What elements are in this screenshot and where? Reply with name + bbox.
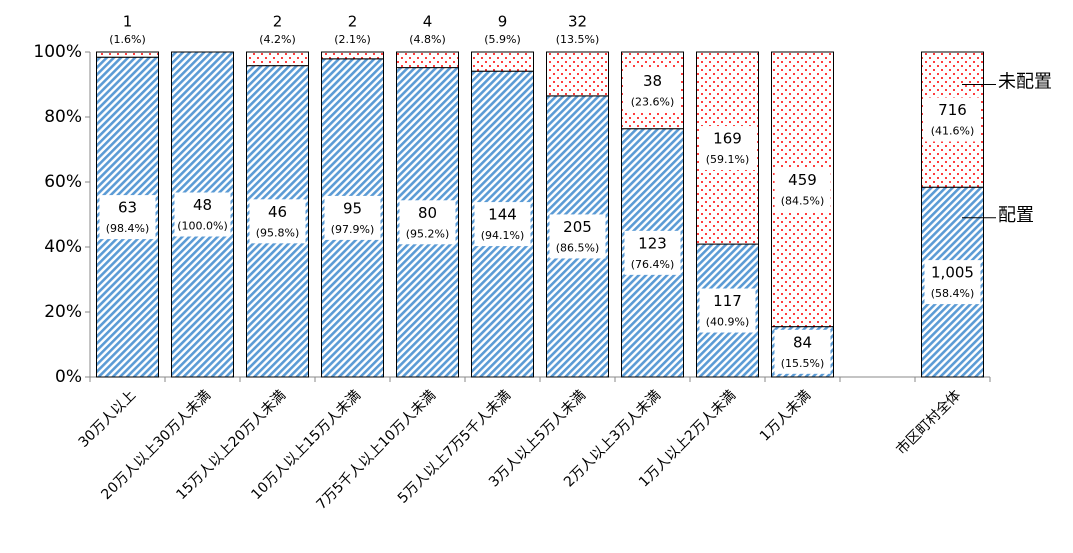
value-label: (15.5%) bbox=[781, 357, 825, 370]
label-box bbox=[174, 192, 231, 237]
value-label: (1.6%) bbox=[109, 33, 146, 46]
count-label: 123 bbox=[638, 234, 667, 252]
y-tick-label: 100% bbox=[33, 42, 82, 62]
label-box bbox=[249, 199, 306, 244]
bar-segment bbox=[546, 51, 609, 97]
value-label: (41.6%) bbox=[931, 125, 975, 138]
value-label: (13.5%) bbox=[556, 33, 600, 46]
count-label: 32 bbox=[568, 13, 587, 31]
y-tick-label: 0% bbox=[55, 367, 82, 387]
legend-label: 配置 bbox=[998, 205, 1034, 226]
count-label: 63 bbox=[118, 199, 137, 217]
value-label: (4.2%) bbox=[259, 33, 296, 46]
count-label: 716 bbox=[938, 101, 967, 119]
label-box bbox=[324, 195, 381, 240]
x-tick-label: 7万5千人以上10万人未満 bbox=[314, 387, 440, 513]
label-box bbox=[924, 260, 981, 305]
label-box bbox=[774, 167, 831, 212]
value-label: (97.9%) bbox=[331, 223, 375, 236]
label-box bbox=[774, 329, 831, 374]
count-label: 38 bbox=[643, 72, 662, 90]
count-label: 1 bbox=[123, 13, 133, 31]
bar-segment bbox=[396, 51, 459, 69]
count-label: 205 bbox=[563, 218, 592, 236]
y-tick-label: 40% bbox=[44, 237, 82, 257]
value-label: (58.4%) bbox=[931, 287, 975, 300]
x-tick-label: 1万人未満 bbox=[757, 387, 814, 444]
label-box bbox=[624, 230, 681, 275]
bar-segment bbox=[321, 51, 384, 60]
value-label: (76.4%) bbox=[631, 258, 675, 271]
count-label: 144 bbox=[488, 206, 517, 224]
label-box bbox=[699, 126, 756, 171]
value-label: (86.5%) bbox=[556, 241, 600, 254]
count-label: 459 bbox=[788, 171, 817, 189]
value-label: (40.9%) bbox=[706, 316, 750, 329]
label-box bbox=[699, 288, 756, 333]
bar-segment bbox=[246, 51, 309, 67]
legend-label: 未配置 bbox=[998, 72, 1052, 93]
count-label: 4 bbox=[423, 13, 433, 31]
bar-segment bbox=[96, 51, 159, 58]
label-box bbox=[624, 68, 681, 113]
bar-segment bbox=[471, 51, 534, 72]
value-label: (59.1%) bbox=[706, 153, 750, 166]
label-box bbox=[924, 97, 981, 142]
count-label: 80 bbox=[418, 204, 437, 222]
count-label: 117 bbox=[713, 292, 742, 310]
label-box bbox=[99, 195, 156, 240]
count-label: 48 bbox=[193, 196, 212, 214]
label-box bbox=[549, 214, 606, 259]
label-box bbox=[399, 200, 456, 245]
value-label: (95.2%) bbox=[406, 227, 450, 240]
count-label: 2 bbox=[273, 13, 283, 31]
count-label: 2 bbox=[348, 13, 358, 31]
count-label: 46 bbox=[268, 203, 287, 221]
count-label: 84 bbox=[793, 333, 812, 351]
y-tick-label: 20% bbox=[44, 302, 82, 322]
x-tick-label: 30万人以上 bbox=[76, 387, 140, 451]
value-label: (23.6%) bbox=[631, 95, 675, 108]
count-label: 95 bbox=[343, 199, 362, 217]
value-label: (95.8%) bbox=[256, 226, 300, 239]
x-tick-label: 市区町村全体 bbox=[893, 387, 964, 458]
count-label: 1,005 bbox=[931, 264, 974, 282]
value-label: (5.9%) bbox=[484, 33, 521, 46]
value-label: (84.5%) bbox=[781, 194, 825, 207]
value-label: (100.0%) bbox=[177, 220, 228, 233]
y-tick-label: 80% bbox=[44, 107, 82, 127]
value-label: (98.4%) bbox=[106, 222, 150, 235]
y-tick-label: 60% bbox=[44, 172, 82, 192]
value-label: (4.8%) bbox=[409, 33, 446, 46]
label-box bbox=[474, 202, 531, 247]
value-label: (2.1%) bbox=[334, 33, 371, 46]
count-label: 9 bbox=[498, 13, 508, 31]
count-label: 169 bbox=[713, 130, 742, 148]
value-label: (94.1%) bbox=[481, 229, 525, 242]
